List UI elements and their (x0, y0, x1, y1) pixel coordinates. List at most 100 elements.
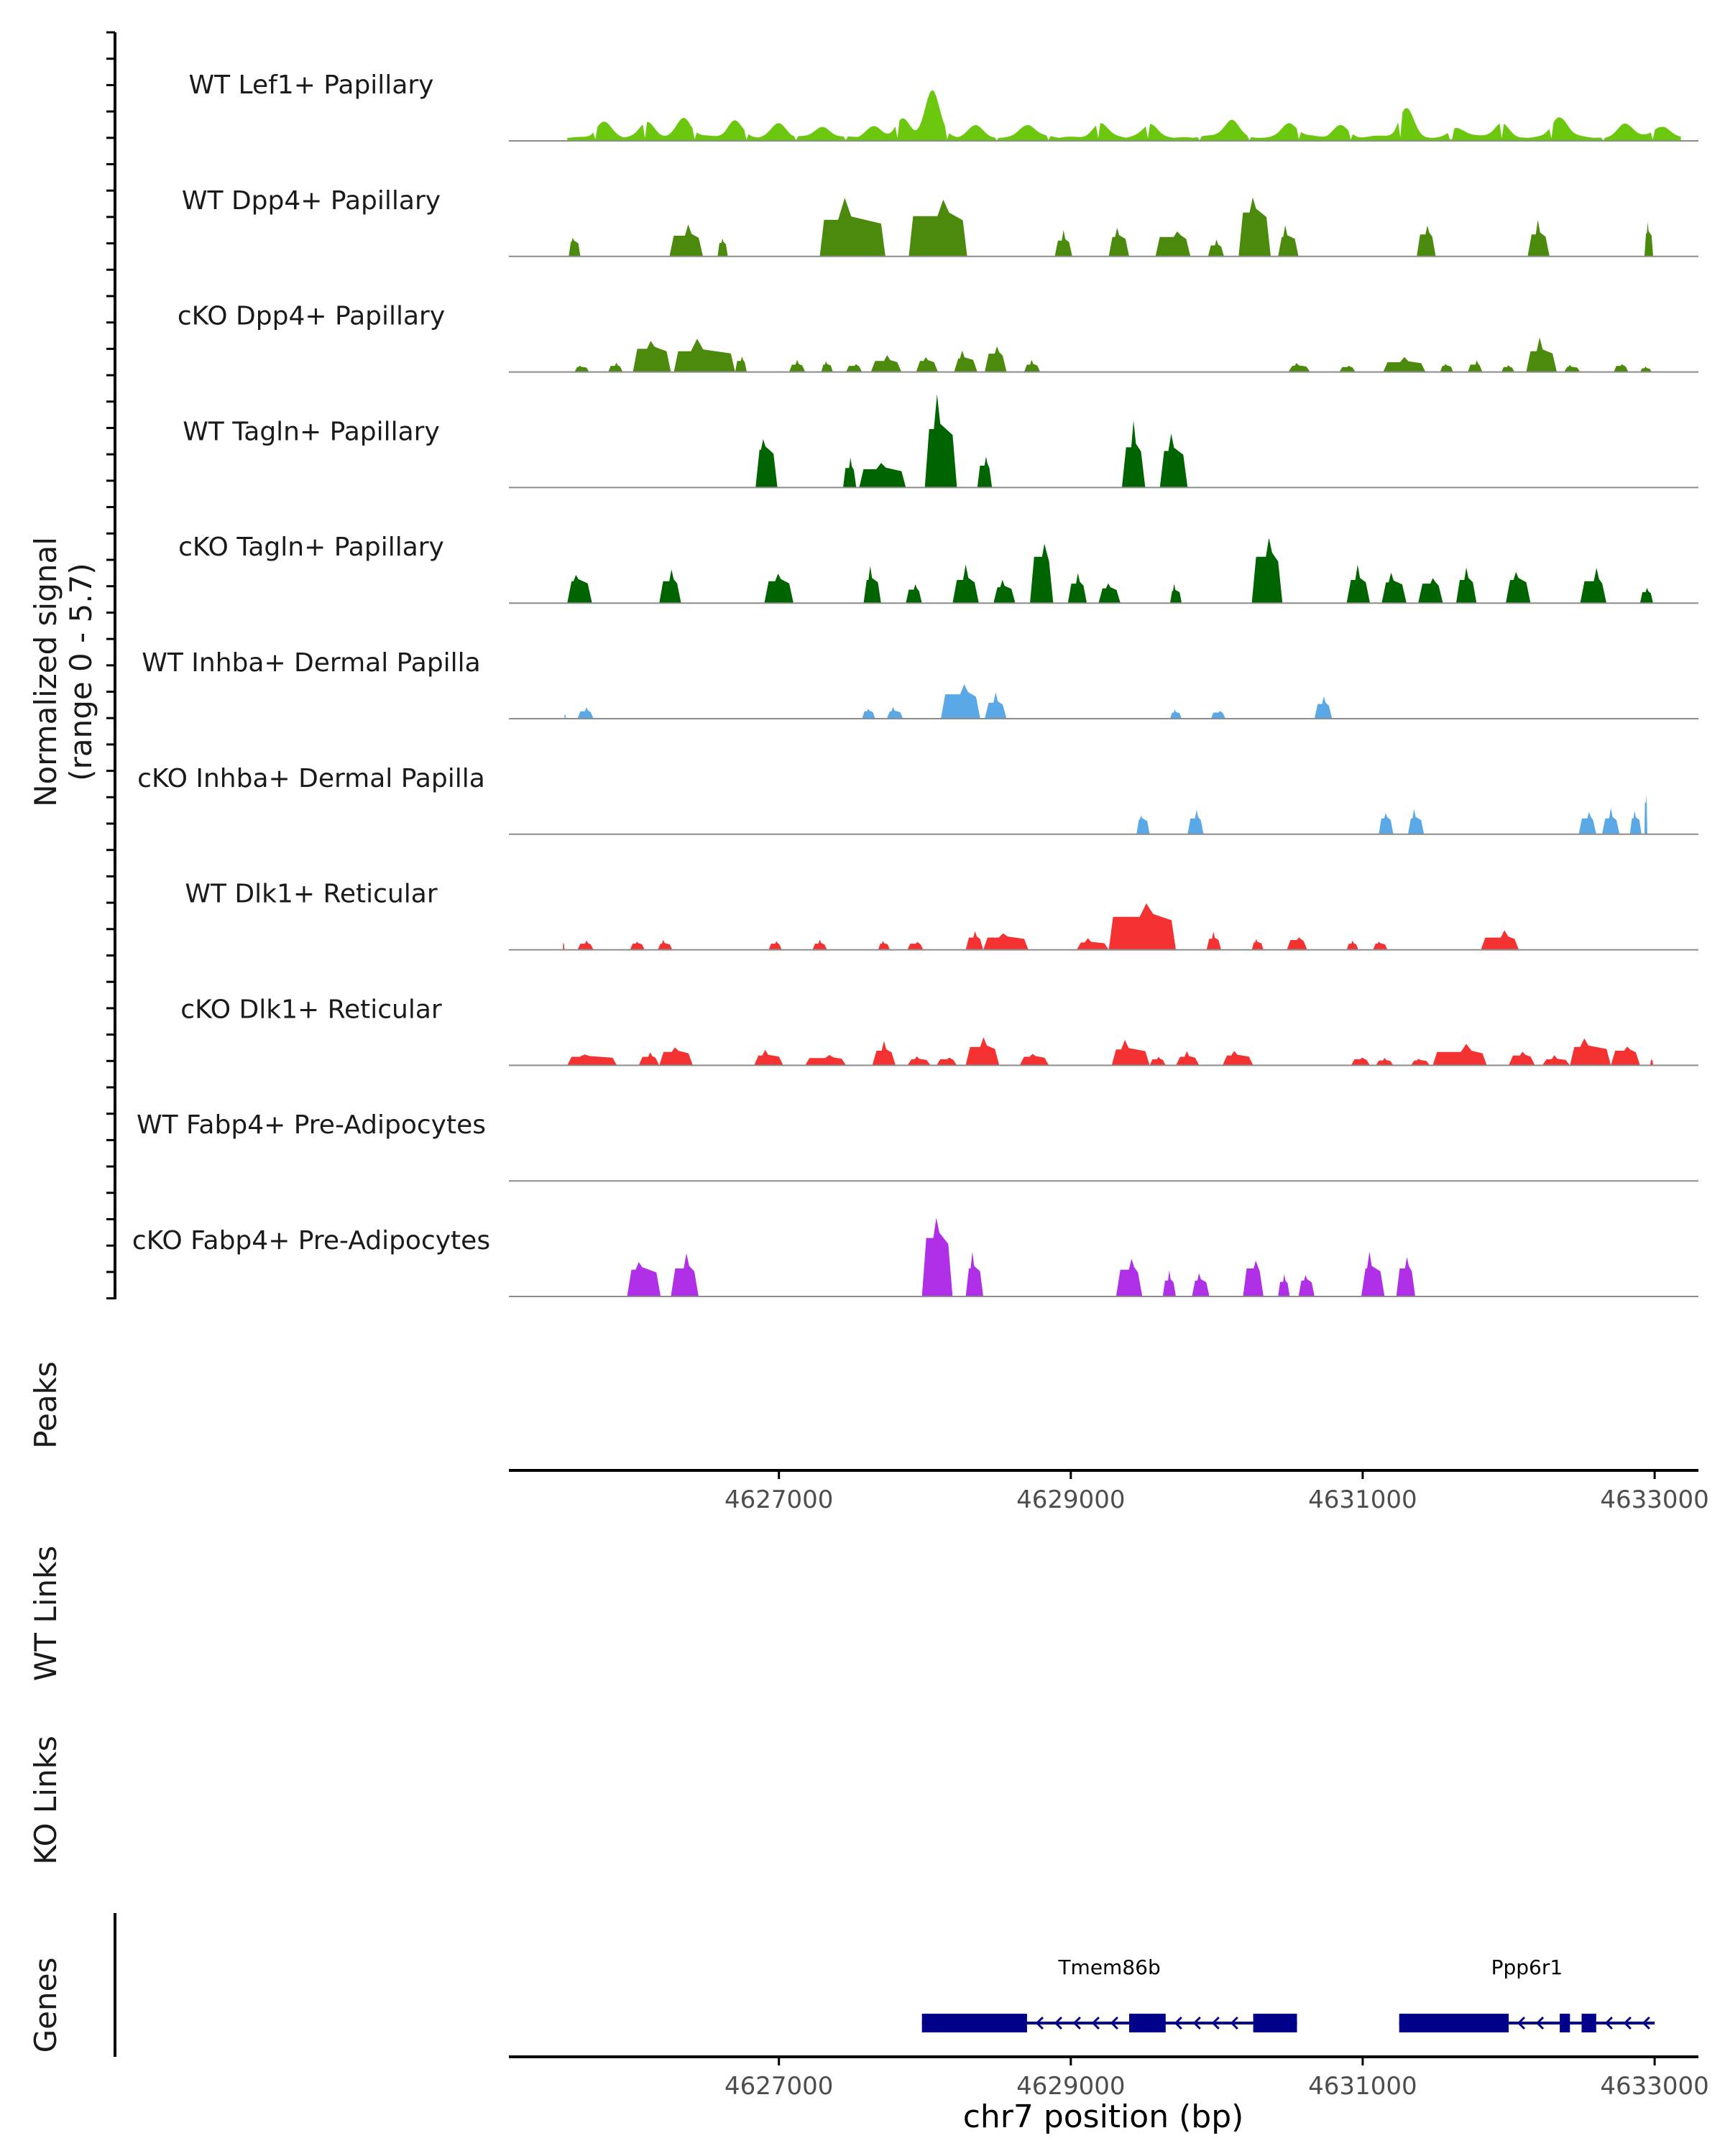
coverage-segment (1650, 1058, 1653, 1066)
coverage-segment (1314, 696, 1333, 719)
strand-arrow (1535, 2016, 1545, 2030)
coverage-segment (1169, 709, 1182, 719)
coverage-segment (1527, 219, 1550, 257)
gene-exon (921, 2014, 1027, 2032)
coverage-segment (1288, 363, 1310, 372)
gene-exon (1129, 2014, 1166, 2032)
coverage-segment (908, 199, 967, 257)
coverage-segment (1024, 359, 1041, 372)
track: WT Dpp4+ Papillary (182, 186, 1698, 257)
coverage-segment (1644, 222, 1653, 257)
coverage-segment (1639, 366, 1652, 372)
coverage-segment (941, 684, 980, 719)
coverage-segment (843, 457, 857, 488)
coverage-segment (768, 941, 782, 950)
coverage-segment (1210, 711, 1226, 719)
track-label: WT Dlk1+ Reticular (185, 880, 437, 909)
track-label: cKO Dpp4+ Papillary (178, 302, 445, 331)
track: WT Dlk1+ Reticular (185, 880, 1698, 951)
strand-arrow (1072, 2016, 1081, 2030)
coverage-segment (1611, 1046, 1640, 1066)
gene-exon (1399, 2014, 1509, 2032)
x-tick-label: 4633000 (1600, 2072, 1708, 2101)
coverage-segment (1238, 197, 1271, 257)
coverage-segment (1287, 937, 1307, 950)
coverage-segment (567, 90, 1681, 141)
wt-links-track-label: WT Links (28, 1546, 63, 1681)
track-label: WT Inhba+ Dermal Papilla (142, 648, 480, 678)
coverage-segment (659, 1047, 693, 1066)
coverage-segment (812, 939, 827, 950)
coverage-segment (1614, 364, 1629, 372)
gene-name: Ppp6r1 (1491, 1955, 1563, 1979)
strand-arrow (1623, 2016, 1632, 2030)
coverage-segment (965, 1037, 1000, 1066)
coverage-segment (671, 1253, 699, 1296)
coverage-segment (1169, 584, 1182, 604)
coverage-segment (1206, 931, 1221, 950)
coverage-segment (907, 941, 924, 950)
coverage-segment (1351, 1057, 1371, 1066)
coverage-segment (937, 1057, 957, 1066)
gene-exon (1581, 2014, 1596, 2032)
coverage-segment (1208, 239, 1224, 257)
y-axis-range: (range 0 - 5.7) (63, 563, 98, 781)
x-tick-label: 4629000 (1016, 2072, 1125, 2101)
track: cKO Inhba+ Dermal Papilla (137, 764, 1698, 835)
coverage-segment (1019, 1054, 1049, 1066)
x-axis-title: chr7 position (bp) (963, 2099, 1244, 2135)
coverage-segment (632, 341, 671, 372)
coverage-segment (1639, 587, 1653, 604)
track: WT Fabp4+ Pre-Adipocytes (137, 1110, 1698, 1182)
coverage-segment (993, 579, 1016, 604)
coverage-segment (872, 1041, 896, 1066)
bottom-x-axis: 4627000 4629000 4631000 4633000 (724, 2057, 1709, 2101)
gene: Tmem86b (921, 1955, 1297, 2032)
coverage-segment (1298, 1275, 1315, 1296)
coverage-segment (567, 1054, 617, 1066)
track-label: cKO Inhba+ Dermal Papilla (137, 764, 485, 793)
y-axis-title: Normalized signal (28, 537, 63, 807)
track-label: WT Tagln+ Papillary (183, 417, 440, 446)
coverage-segment (1030, 543, 1054, 604)
coverage-tracks: WT Lef1+ Papillary WT Dpp4+ Papillary cKO … (132, 70, 1698, 1297)
coverage-segment (1509, 1051, 1535, 1066)
coverage-segment (563, 941, 565, 950)
coverage-segment (754, 1049, 783, 1066)
coverage-segment (819, 198, 886, 257)
coverage-segment (1564, 364, 1581, 372)
strand-arrow (1174, 2016, 1182, 2030)
coverage-segment (1578, 811, 1596, 834)
coverage-segment (569, 237, 581, 257)
coverage-segment (1376, 1058, 1394, 1066)
track: WT Lef1+ Papillary (189, 70, 1698, 142)
coverage-segment (755, 439, 778, 488)
coverage-segment (1501, 365, 1515, 372)
x-tick-label: 4627000 (724, 1485, 833, 1514)
coverage-segment (1481, 930, 1519, 950)
gene-exon (1253, 2014, 1297, 2032)
coverage-segment (862, 709, 875, 719)
strand-arrow (1035, 2016, 1044, 2030)
coverage-segment (859, 463, 906, 488)
coverage-segment (1570, 1038, 1611, 1066)
coverage-segment (1278, 225, 1299, 257)
coverage-segment (1602, 808, 1620, 834)
coverage-segment (1067, 573, 1087, 604)
coverage-segment (608, 362, 623, 372)
coverage-segment (638, 1052, 660, 1066)
coverage-segment (1346, 940, 1358, 950)
peaks-track-label: Peaks (28, 1361, 63, 1449)
strand-arrow (1230, 2016, 1238, 2030)
coverage-segment (985, 346, 1007, 372)
strand-arrow (1211, 2016, 1220, 2030)
coverage-segment (846, 364, 862, 372)
coverage-segment (1417, 225, 1436, 257)
coverage-segment (1526, 337, 1557, 372)
coverage-segment (1162, 1270, 1176, 1296)
x-tick-label: 4631000 (1308, 1485, 1417, 1514)
coverage-segment (1373, 941, 1388, 950)
gene: Ppp6r1 (1399, 1955, 1655, 2032)
coverage-segment (764, 573, 794, 604)
